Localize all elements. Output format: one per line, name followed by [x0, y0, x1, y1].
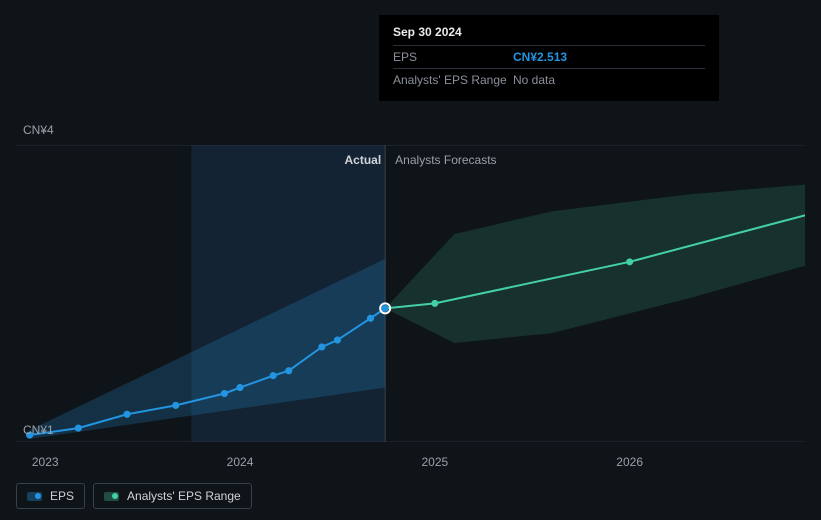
tooltip-label: Analysts' EPS Range: [393, 73, 513, 87]
tooltip-row-eps: EPS CN¥2.513: [393, 45, 705, 68]
tooltip-value: CN¥2.513: [513, 50, 567, 64]
tooltip-value: No data: [513, 73, 555, 87]
tooltip-date: Sep 30 2024: [393, 25, 705, 39]
tooltip-row-range: Analysts' EPS Range No data: [393, 68, 705, 91]
legend-item-eps[interactable]: EPS: [16, 483, 85, 509]
legend-swatch-icon: [104, 492, 119, 501]
chart-plot-area[interactable]: [16, 145, 805, 442]
tooltip-label: EPS: [393, 50, 513, 64]
y-axis-tick-label: CN¥1: [23, 423, 54, 437]
region-label-forecast: Analysts Forecasts: [395, 153, 496, 167]
x-axis-tick-label: 2026: [616, 455, 643, 469]
legend-label: Analysts' EPS Range: [127, 489, 241, 503]
legend-swatch-icon: [27, 492, 42, 501]
x-axis-tick-label: 2023: [32, 455, 59, 469]
legend-item-range[interactable]: Analysts' EPS Range: [93, 483, 252, 509]
legend-label: EPS: [50, 489, 74, 503]
region-label-actual: Actual: [335, 153, 381, 167]
eps-chart: Sep 30 2024 EPS CN¥2.513 Analysts' EPS R…: [0, 0, 821, 520]
y-axis-tick-label: CN¥4: [23, 123, 54, 137]
chart-tooltip: Sep 30 2024 EPS CN¥2.513 Analysts' EPS R…: [379, 15, 719, 101]
x-axis-tick-label: 2024: [227, 455, 254, 469]
x-axis-tick-label: 2025: [421, 455, 448, 469]
chart-legend: EPS Analysts' EPS Range: [16, 483, 252, 509]
